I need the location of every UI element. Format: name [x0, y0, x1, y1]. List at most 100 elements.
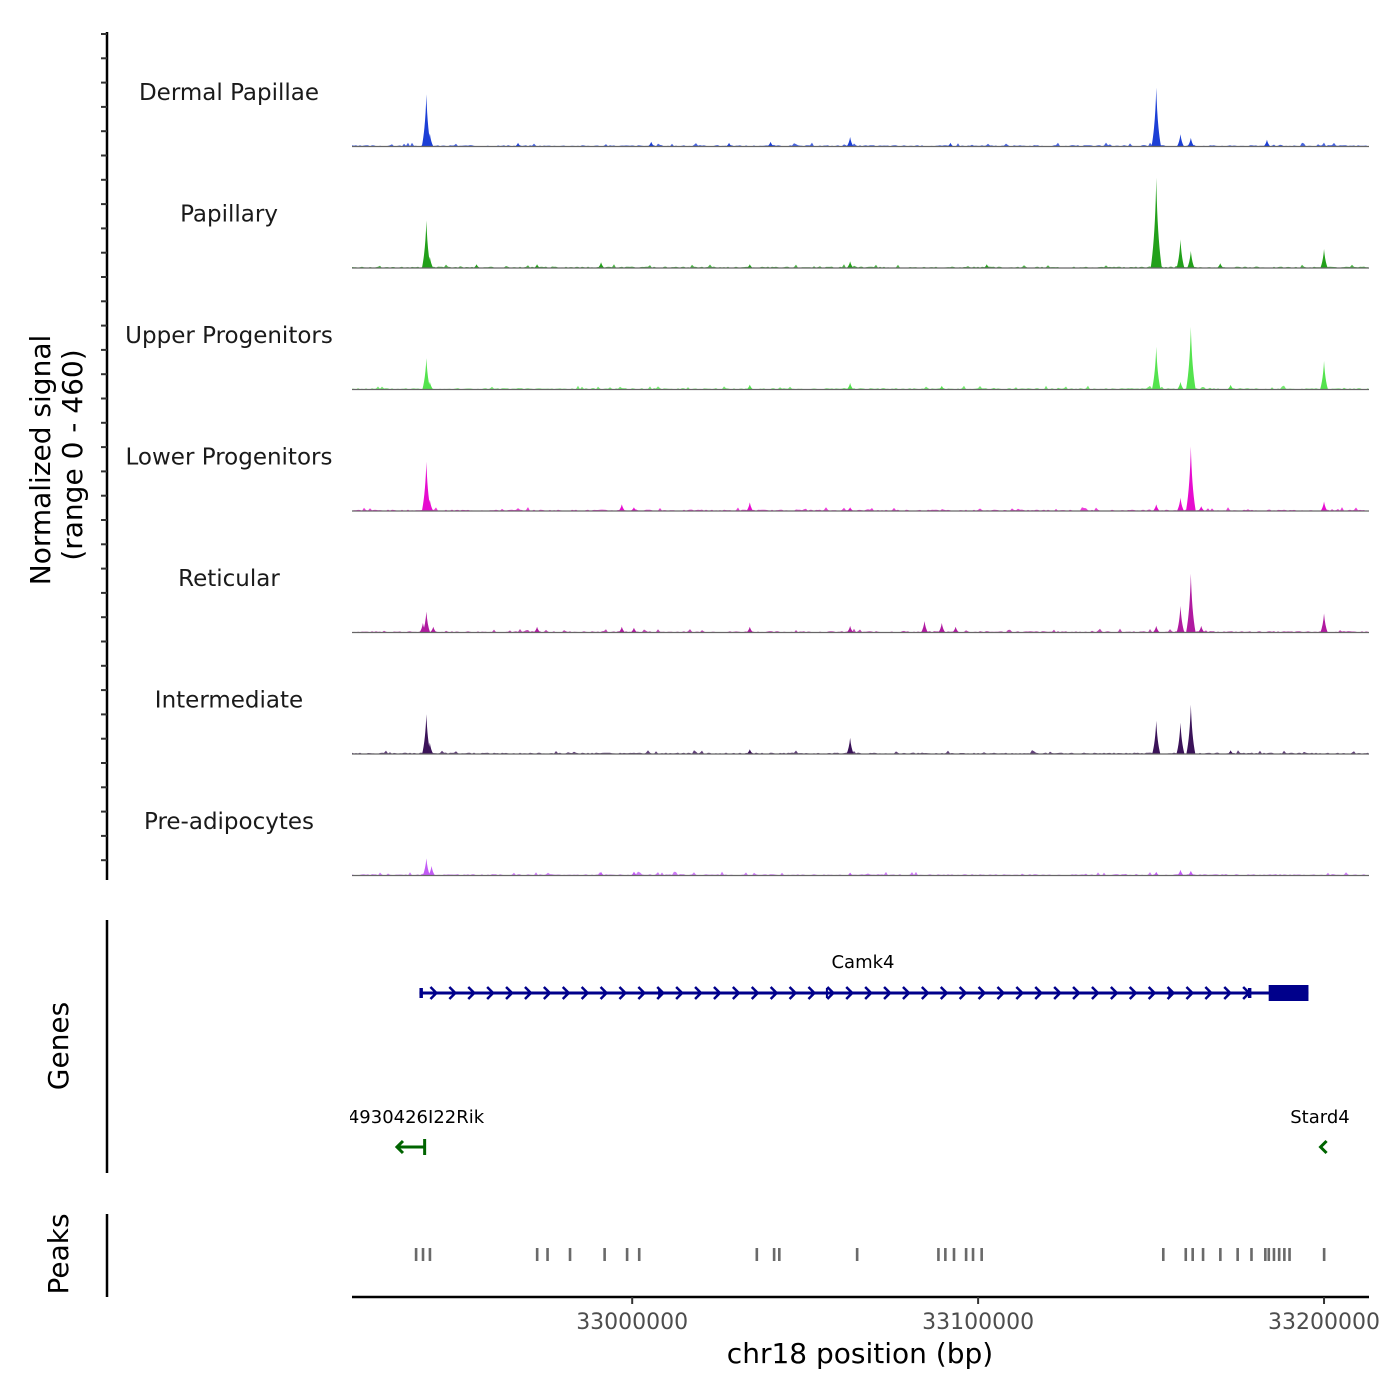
- signal-peak: [533, 264, 541, 268]
- signal-peak: [1176, 605, 1185, 633]
- x-tick-label: 33000000: [576, 1310, 688, 1335]
- track-noise: [352, 142, 1369, 147]
- signal-peak: [1187, 137, 1195, 147]
- strand-arrow: [902, 986, 911, 1000]
- strand-arrow: [939, 986, 949, 1000]
- strand-arrow: [1091, 986, 1100, 1000]
- track-label: Dermal Papillae: [139, 80, 319, 106]
- signal-peak: [426, 499, 434, 511]
- track-noise: [352, 507, 1369, 511]
- signal-peak: [422, 714, 431, 754]
- track-label: Upper Progenitors: [125, 323, 333, 349]
- gene-track: Camk4 4930426I22Rik Stard4: [348, 952, 1350, 1155]
- strand-arrow: [1185, 986, 1195, 1000]
- signal-axis-ticks: [101, 33, 107, 862]
- track-dermal-papillae: Dermal Papillae: [139, 80, 1369, 148]
- signal-peak: [630, 507, 638, 511]
- signal-peak: [952, 626, 959, 633]
- strand-arrow: [429, 986, 439, 1000]
- signal-peak: [1151, 87, 1162, 147]
- peak-region: [625, 1248, 629, 1261]
- peak-region: [964, 1248, 968, 1261]
- signal-peak: [1152, 625, 1160, 633]
- signal-peak: [429, 626, 437, 633]
- track-upper-progenitors: Upper Progenitors: [125, 323, 1369, 391]
- signal-peak: [1227, 750, 1234, 754]
- signal-peak: [426, 381, 434, 390]
- strand-arrow: [845, 986, 855, 1000]
- signal-axis-title-line2: (range 0 - 460): [56, 349, 89, 560]
- track-pre-adipocytes: Pre-adipocytes: [144, 809, 1369, 877]
- signal-peak: [421, 220, 431, 268]
- signal-peak: [938, 385, 946, 390]
- peak-region: [1201, 1248, 1205, 1261]
- signal-peak: [1176, 722, 1185, 754]
- x-axis-title: chr18 position (bp): [727, 1337, 993, 1370]
- strand-arrow: [977, 986, 987, 1000]
- signal-peak: [422, 611, 431, 633]
- strand-arrow: [448, 986, 458, 1000]
- gene-label-stard4: Stard4: [1290, 1107, 1349, 1128]
- peak-region: [937, 1248, 940, 1261]
- signal-peak: [846, 625, 854, 633]
- peak-region: [772, 1248, 776, 1261]
- exon: [825, 988, 828, 998]
- label-clip-mask: [110, 1095, 350, 1135]
- signal-peak: [947, 142, 954, 147]
- strand-arrow: [561, 986, 571, 1000]
- peak-region: [944, 1248, 947, 1261]
- strand-arrow: [883, 986, 892, 1000]
- strand-arrow: [694, 986, 703, 1000]
- signal-peak: [426, 133, 434, 147]
- track-label: Reticular: [178, 566, 280, 592]
- signal-peak: [1177, 381, 1184, 390]
- track-noise: [352, 264, 1369, 268]
- track-label: Pre-adipocytes: [144, 809, 314, 835]
- signal-tracks: Dermal Papillae Papillary Upper Progenitor…: [125, 80, 1369, 877]
- signal-peak: [421, 461, 431, 511]
- signal-peak: [426, 256, 434, 268]
- signal-peak: [422, 858, 431, 876]
- strand-arrow: [788, 986, 798, 1000]
- strand-arrow: [618, 986, 628, 1000]
- signal-peak: [846, 261, 854, 268]
- peak-region: [1272, 1248, 1276, 1261]
- strand-arrow: [1128, 986, 1138, 1000]
- peak-region: [1322, 1248, 1326, 1261]
- strand-arrow: [807, 986, 817, 1000]
- signal-peak: [1186, 704, 1196, 754]
- signal-peak: [725, 142, 733, 147]
- strand-arrow: [826, 986, 836, 1000]
- track-label: Papillary: [180, 202, 278, 228]
- x-tick-label: 33100000: [922, 1310, 1034, 1335]
- peak-region: [1277, 1248, 1281, 1261]
- track-noise: [352, 871, 1369, 876]
- signal-peak: [421, 94, 431, 147]
- signal-peak: [1320, 613, 1328, 633]
- signal-peak: [1320, 361, 1328, 390]
- strand-arrow: [731, 986, 741, 1000]
- peak-region: [535, 1248, 539, 1261]
- signal-peak: [1150, 177, 1162, 268]
- strand-arrow: [750, 986, 760, 1000]
- track-intermediate: Intermediate: [155, 688, 1369, 755]
- strand-arrow: [1015, 986, 1025, 1000]
- peak-region: [755, 1248, 759, 1261]
- signal-peak: [1320, 249, 1328, 268]
- signal-peak: [846, 507, 854, 511]
- signal-peak: [846, 872, 854, 876]
- strand-arrow: [580, 986, 590, 1000]
- peak-region: [778, 1248, 781, 1261]
- strand-arrow: [864, 986, 873, 1000]
- signal-peak: [1197, 625, 1205, 633]
- strand-arrow: [467, 986, 477, 1000]
- peak-region: [952, 1248, 956, 1261]
- peak-region: [637, 1248, 641, 1261]
- peak-region: [1219, 1248, 1222, 1261]
- signal-peak: [983, 264, 991, 268]
- signal-peak: [473, 264, 480, 268]
- peak-regions: [414, 1248, 1326, 1261]
- signal-peak: [1227, 384, 1234, 390]
- signal-peak: [1187, 870, 1195, 876]
